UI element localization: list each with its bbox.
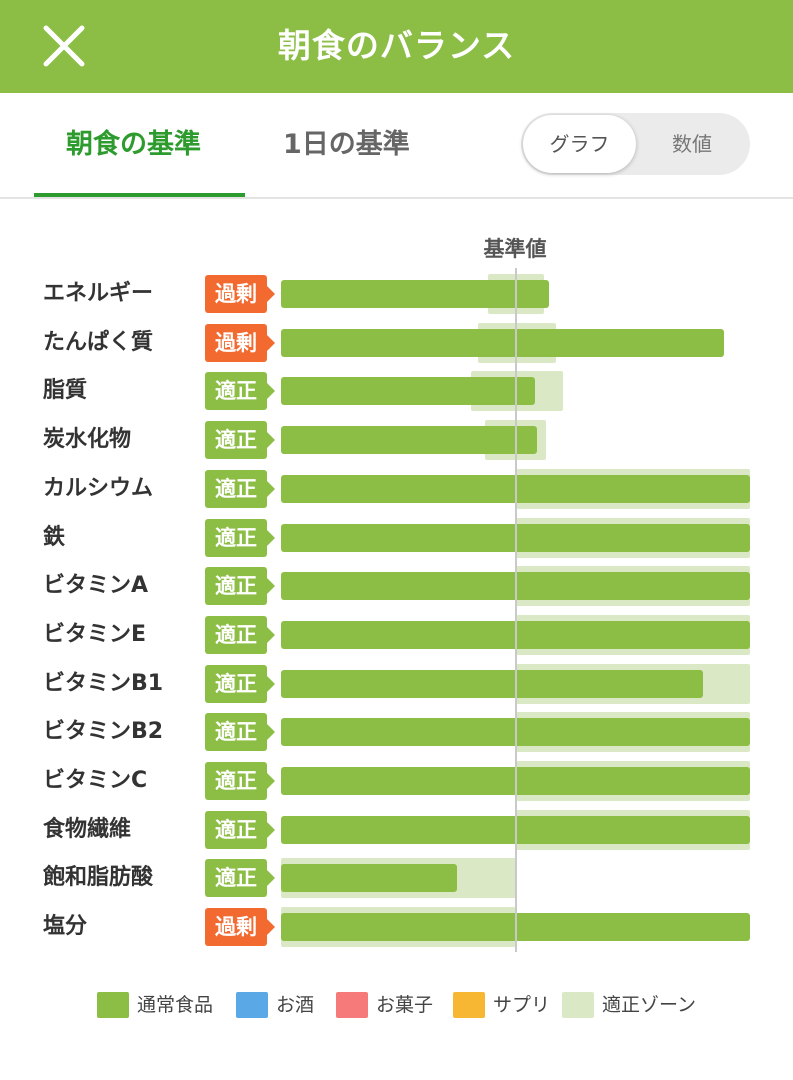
status-badge: 適正 [205,811,275,849]
value-bar [281,377,535,405]
status-badge: 適正 [205,519,275,557]
nutrient-label: カルシウム [43,476,154,501]
legend-label: お菓子 [376,994,434,1016]
chart-row: 塩分 過剰 [0,906,793,948]
legend-swatch [336,992,368,1018]
page-title: 朝食のバランス [277,26,516,65]
active-tab-indicator [34,193,245,197]
chart-row: ビタミンB1 適正 [0,663,793,705]
value-bar [281,280,549,308]
status-badge: 適正 [205,567,275,605]
chart-row: たんぱく質 過剰 [0,322,793,364]
status-badge: 適正 [205,421,275,459]
legend-label: 適正ゾーン [602,994,697,1016]
nutrient-label: 炭水化物 [43,427,132,452]
chart-row: ビタミンE 適正 [0,614,793,656]
tab-daily-standard[interactable]: 1日の基準 [283,129,410,160]
chart-row: 脂質 適正 [0,370,793,412]
nutrient-label: 飽和脂肪酸 [43,865,154,890]
status-badge: 過剰 [205,324,275,362]
value-bar [281,329,725,357]
legend-swatch [453,992,485,1018]
nutrient-label: ビタミンB2 [43,719,164,744]
status-badge: 適正 [205,616,275,654]
chart-row: 鉄 適正 [0,517,793,559]
legend-label: お酒 [276,994,315,1016]
nutrient-label: ビタミンE [43,622,147,647]
nutrient-label: ビタミンB1 [43,671,164,696]
close-button[interactable] [40,24,88,68]
nutrient-label: 塩分 [43,914,88,939]
nutrient-label: エネルギー [43,281,154,306]
value-bar [281,670,704,698]
legend-swatch [236,992,268,1018]
chart-row: ビタミンC 適正 [0,760,793,802]
reference-label: 基準値 [483,237,547,261]
close-icon [43,25,85,67]
status-badge: 適正 [205,859,275,897]
status-badge: 適正 [205,762,275,800]
chart-row: ビタミンA 適正 [0,565,793,607]
legend-label: 通常食品 [137,994,214,1016]
status-badge: 適正 [205,470,275,508]
toggle-numeric[interactable]: 数値 [672,132,712,156]
status-badge: 適正 [205,665,275,703]
app-header: 朝食のバランス [0,0,793,93]
tab-breakfast-standard[interactable]: 朝食の基準 [66,129,201,160]
toggle-graph[interactable]: グラフ [523,115,636,173]
nutrient-label: 食物繊維 [43,817,132,842]
legend-label: サプリ [493,994,551,1016]
chart-row: 飽和脂肪酸 適正 [0,857,793,899]
status-badge: 過剰 [205,908,275,946]
nutrient-label: 脂質 [43,378,88,403]
status-badge: 適正 [205,372,275,410]
chart-row: 炭水化物 適正 [0,419,793,461]
status-badge: 適正 [205,713,275,751]
legend-swatch [562,992,594,1018]
nutrient-label: 鉄 [43,525,66,550]
reference-line [515,268,517,952]
chart-row: ビタミンB2 適正 [0,711,793,753]
chart-row: カルシウム 適正 [0,468,793,510]
value-bar [281,426,538,454]
tab-bar: 朝食の基準 1日の基準 グラフ 数値 [0,93,793,199]
legend-swatch [97,992,129,1018]
nutrient-label: ビタミンC [43,768,148,793]
nutrient-label: たんぱく質 [43,330,154,355]
value-bar [281,864,458,892]
view-toggle[interactable]: グラフ 数値 [521,113,750,175]
chart-row: エネルギー 過剰 [0,273,793,315]
chart-row: 食物繊維 適正 [0,809,793,851]
status-badge: 過剰 [205,275,275,313]
chart-legend: 通常食品 お酒 お菓子 サプリ 適正ゾーン [0,988,793,1020]
nutrient-label: ビタミンA [43,573,149,598]
